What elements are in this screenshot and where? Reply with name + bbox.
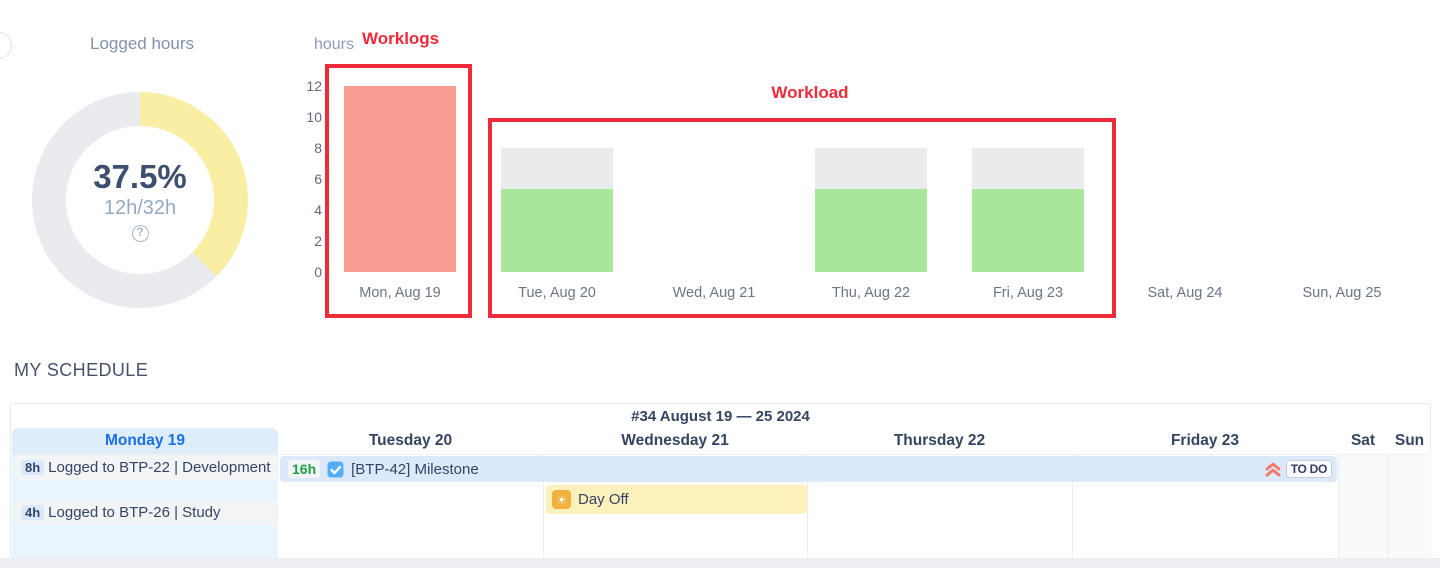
workload-annotation-box (488, 118, 1116, 318)
help-icon[interactable]: ? (131, 224, 149, 242)
day-off-label: Day Off (578, 491, 629, 508)
column-divider (1338, 454, 1339, 559)
collapse-panel-button[interactable] (0, 32, 12, 59)
y-tick-label: 2 (314, 233, 322, 249)
y-tick-label: 0 (314, 264, 322, 280)
y-tick-label: 10 (306, 109, 322, 125)
week-range-label: #34 August 19 — 25 2024 (631, 408, 810, 425)
worklog-hours-badge: 4h (21, 505, 45, 520)
x-axis-day-label: Thu, Aug 22 (831, 285, 911, 301)
milestone-hours-badge: 16h (288, 460, 321, 478)
bar-logged-worklogs (344, 86, 456, 272)
x-axis-day-label: Mon, Aug 19 (359, 285, 441, 301)
scrollbar-track[interactable] (0, 558, 1440, 568)
worklog-item[interactable]: 8h Logged to BTP-22 | Development (15, 455, 279, 480)
x-axis-day-label: Wed, Aug 21 (672, 285, 756, 301)
status-badge[interactable]: TO DO (1285, 460, 1332, 478)
day-header-tuesday-20: Tuesday 20 (368, 432, 453, 449)
y-axis-title: hours (313, 36, 354, 53)
day-header-monday-19: Monday 19 (12, 428, 278, 454)
worklogs-annotation-box (325, 64, 472, 318)
x-axis-day-label: Sat, Aug 24 (1147, 285, 1223, 301)
logged-ratio-value: 12h/32h (103, 196, 177, 219)
bar-capacity-remainder (815, 148, 927, 190)
sun-icon: ☀ (552, 490, 571, 509)
y-tick-label: 8 (314, 140, 322, 156)
worklog-hours-badge: 8h (21, 460, 45, 475)
day-header-sat: Sat (1350, 432, 1376, 449)
x-axis-day-label: Fri, Aug 23 (992, 285, 1064, 301)
workload-annotation-label: Workload (771, 83, 849, 102)
column-divider (1388, 454, 1389, 559)
milestone-title: [BTP-42] Milestone (351, 460, 479, 478)
y-tick-label: 12 (306, 78, 322, 94)
donut-center: 37.5% 12h/32h ? (66, 126, 214, 274)
day-header-thursday-22: Thursday 22 (893, 432, 986, 449)
schedule-table: #34 August 19 — 25 2024 Monday 19 Tuesday… (10, 403, 1431, 559)
worklog-text: Logged to BTP-22 | Development (48, 459, 271, 476)
column-divider (807, 454, 808, 559)
worklogs-annotation-label: Worklogs (362, 29, 440, 48)
logged-hours-donut-chart: 37.5% 12h/32h ? (32, 92, 248, 308)
logged-hours-title: Logged hours (90, 34, 194, 53)
day-header-friday-23: Friday 23 (1170, 432, 1240, 449)
bar-capacity-remainder (501, 148, 613, 190)
priority-highest-icon (1263, 461, 1283, 478)
my-schedule-title: MY SCHEDULE (14, 360, 149, 380)
column-divider (543, 454, 544, 559)
x-axis-day-label: Tue, Aug 20 (518, 285, 596, 301)
bar-workload-scheduled (815, 189, 927, 272)
day-header-sun: Sun (1394, 432, 1425, 449)
task-checkbox-icon[interactable] (327, 461, 344, 478)
saturday-cell (1338, 454, 1388, 559)
y-tick-label: 6 (314, 171, 322, 187)
worklog-item[interactable]: 4h Logged to BTP-26 | Study (15, 500, 279, 525)
bar-capacity-remainder (972, 148, 1084, 190)
x-axis-day-label: Sun, Aug 25 (1302, 285, 1382, 301)
logged-percent-value: 37.5% (93, 157, 187, 195)
y-tick-label: 4 (314, 202, 322, 218)
column-divider (1072, 454, 1073, 559)
day-off-item[interactable]: ☀ Day Off (546, 485, 807, 514)
bar-workload-scheduled (501, 189, 613, 272)
sunday-cell (1388, 454, 1431, 559)
day-header-wednesday-21: Wednesday 21 (621, 432, 729, 449)
header-divider (11, 454, 1430, 455)
worklog-text: Logged to BTP-26 | Study (48, 504, 221, 521)
milestone-item[interactable]: 16h [BTP-42] Milestone TO DO (280, 456, 1337, 482)
bar-workload-scheduled (972, 189, 1084, 272)
